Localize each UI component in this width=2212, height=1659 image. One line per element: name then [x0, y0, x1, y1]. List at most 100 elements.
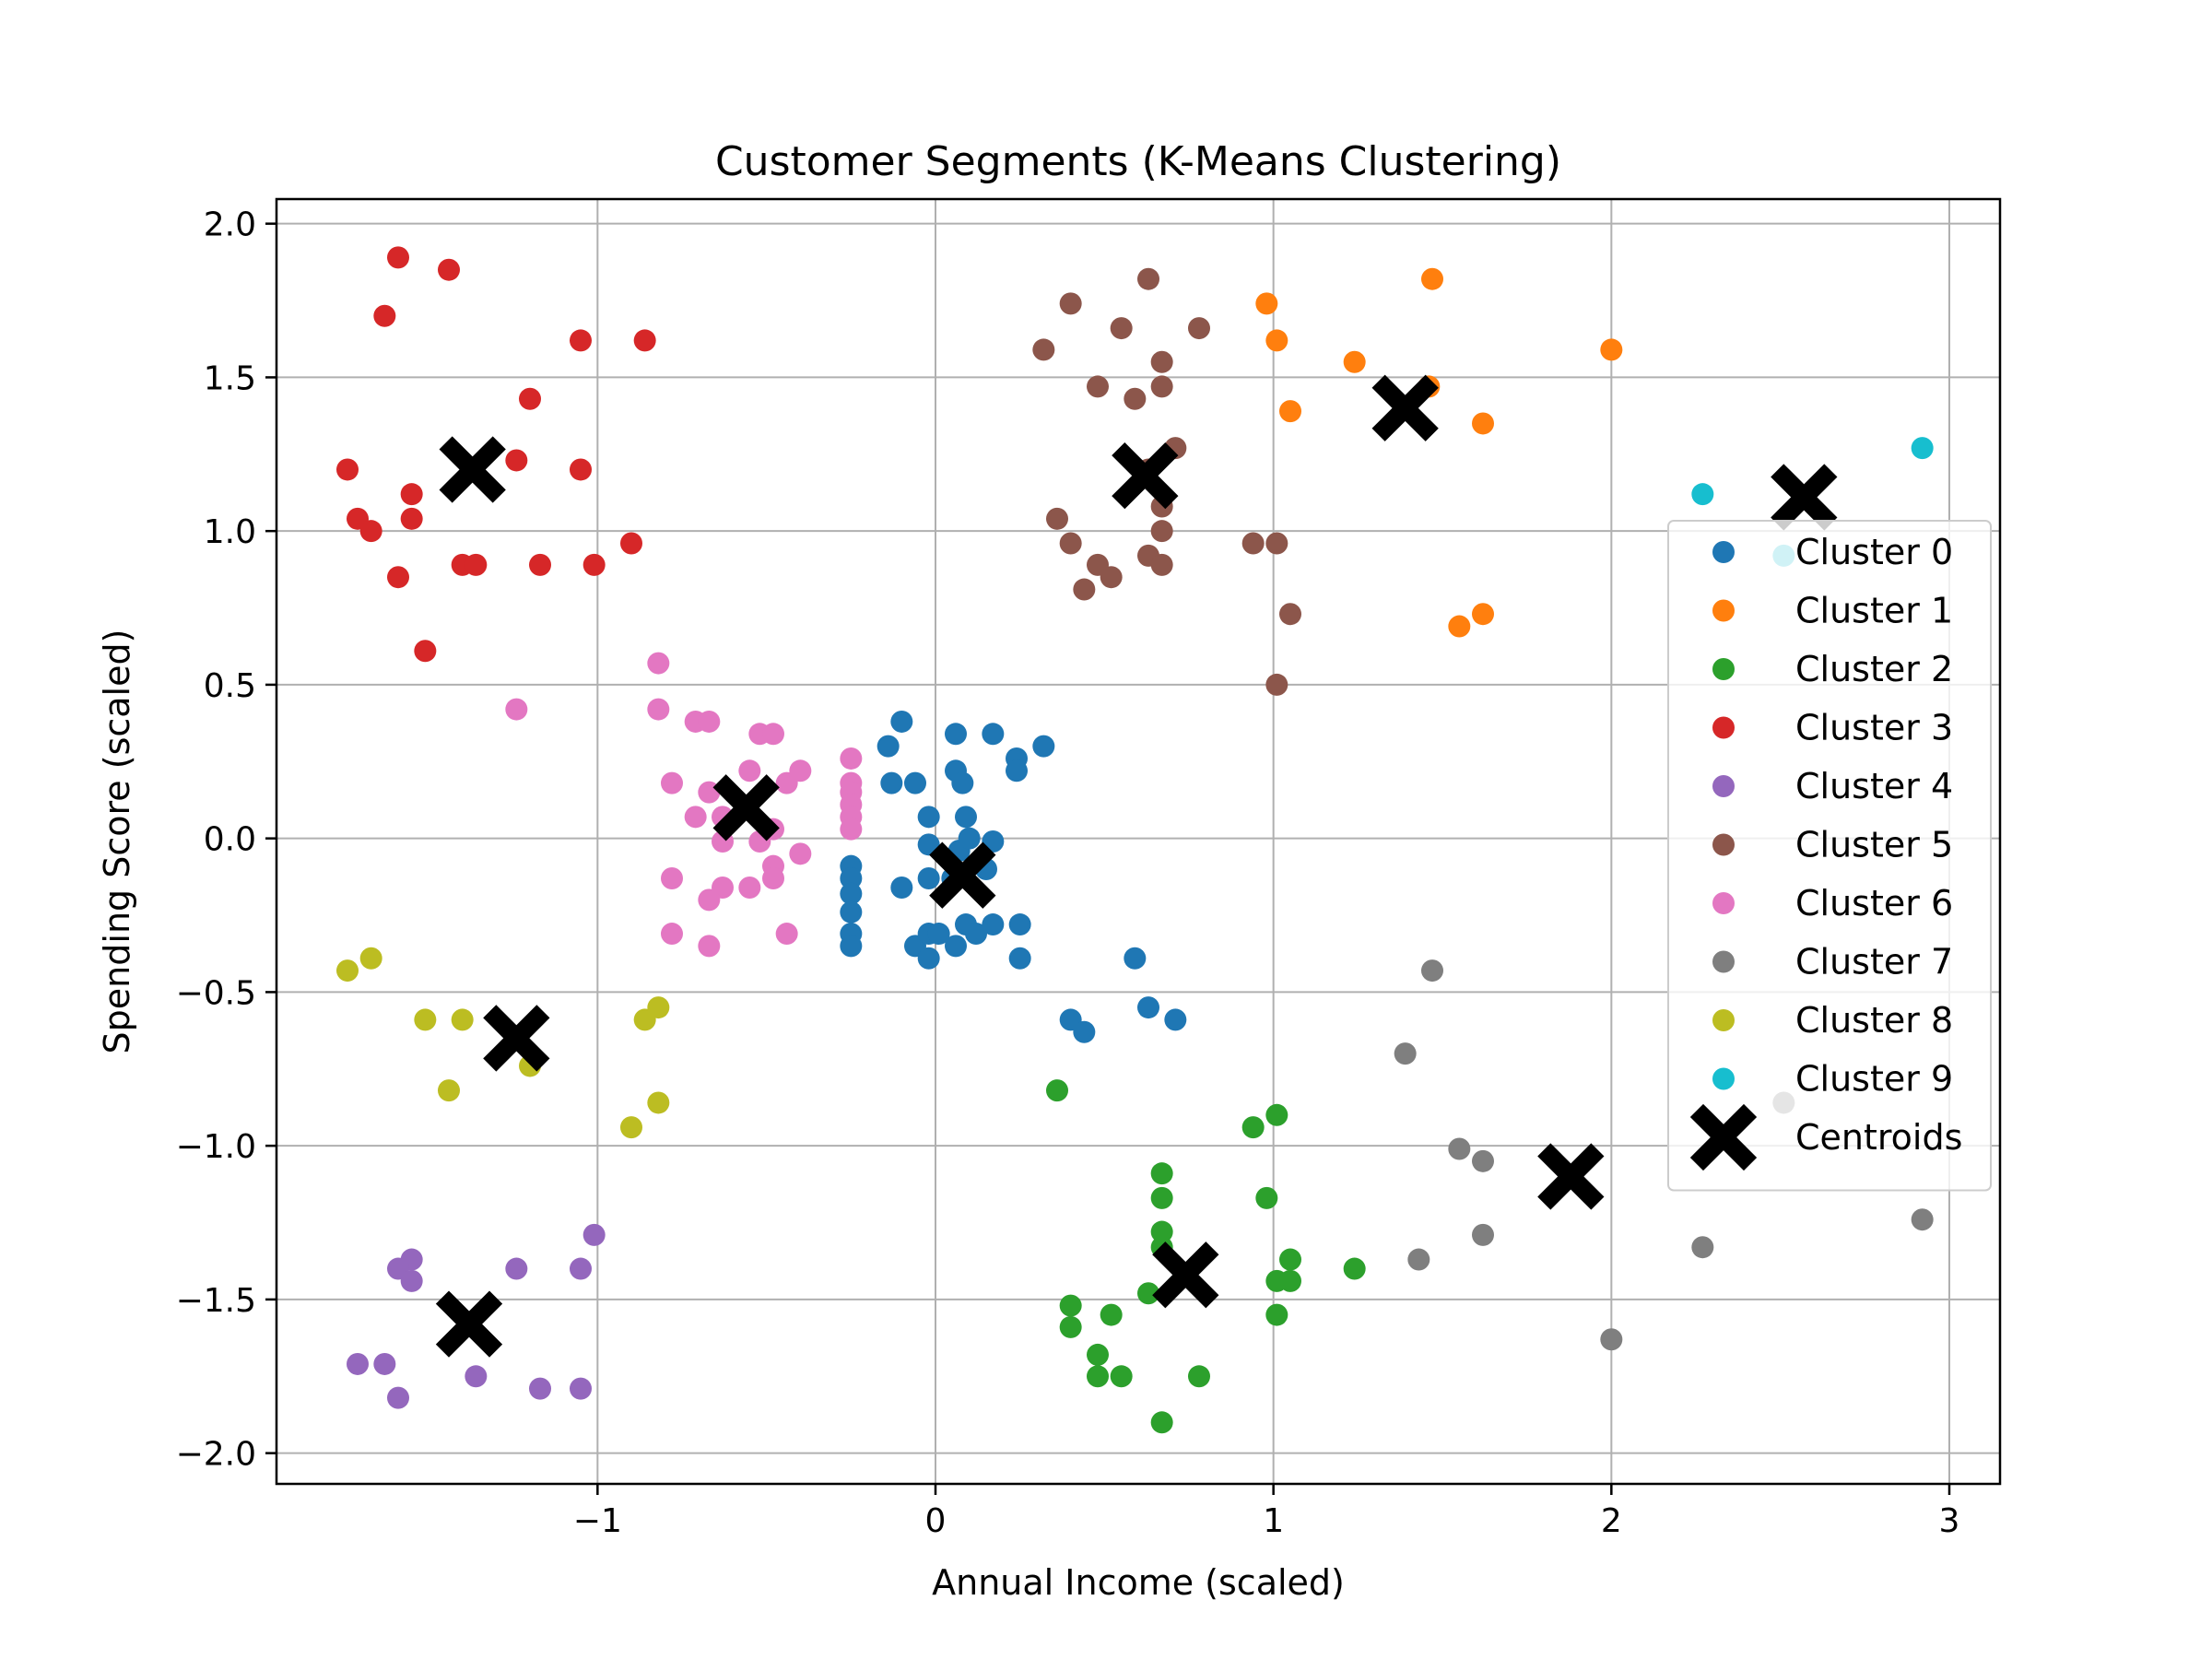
legend-label: Cluster 4	[1795, 766, 1953, 806]
cluster-0-point	[890, 710, 913, 733]
legend-marker	[1712, 833, 1735, 856]
cluster-0-point	[840, 900, 863, 924]
cluster-3-point	[620, 532, 642, 555]
cluster-3-point	[400, 507, 423, 530]
cluster-8-point	[647, 1091, 670, 1114]
points-layer	[336, 246, 1934, 1434]
cluster-6-point	[661, 923, 683, 946]
legend-label: Cluster 5	[1795, 825, 1953, 865]
cluster-3-point	[519, 387, 541, 410]
cluster-7-point	[1472, 1149, 1494, 1172]
cluster-0-point	[1137, 996, 1159, 1019]
cluster-5-point	[1241, 532, 1265, 555]
cluster-0-point	[1008, 913, 1031, 936]
cluster-9-point	[1691, 483, 1714, 506]
cluster-6-point	[762, 867, 784, 890]
cluster-5-point	[1100, 566, 1123, 589]
cluster-6-point	[505, 698, 528, 721]
cluster-0-point	[917, 947, 940, 970]
centroid-marker	[712, 774, 780, 841]
cluster-1-point	[1265, 329, 1288, 352]
cluster-1-point	[1255, 292, 1278, 315]
cluster-0-point	[840, 935, 863, 958]
cluster-0-point	[982, 913, 1005, 936]
chart-title: Customer Segments (K-Means Clustering)	[715, 138, 1561, 185]
cluster-6-point	[698, 935, 721, 958]
cluster-5-point	[1087, 375, 1109, 398]
y-tick-label: 1.5	[204, 359, 256, 397]
legend-centroid-marker	[1689, 1103, 1758, 1171]
legend-label: Cluster 0	[1795, 532, 1953, 572]
cluster-4-point	[582, 1223, 606, 1246]
cluster-5-point	[1137, 267, 1159, 290]
cluster-2-point	[1188, 1365, 1210, 1388]
centroid-marker	[1371, 374, 1439, 441]
legend-marker	[1712, 541, 1735, 563]
cluster-0-point	[880, 771, 903, 794]
cluster-0-point	[904, 771, 926, 794]
cluster-2-point	[1150, 1186, 1173, 1209]
cluster-2-point	[1137, 1282, 1159, 1305]
x-tick-label: 2	[1601, 1502, 1622, 1540]
y-tick-label: 1.0	[204, 513, 256, 551]
x-tick-label: 3	[1939, 1502, 1960, 1540]
cluster-6-point	[738, 759, 761, 782]
cluster-2-point	[1265, 1103, 1288, 1126]
cluster-1-point	[1421, 267, 1443, 290]
cluster-1-point	[1343, 350, 1366, 373]
cluster-1-point	[1472, 603, 1494, 626]
x-tick-label: 0	[925, 1502, 947, 1540]
cluster-0-point	[945, 935, 967, 958]
centroid-marker	[1537, 1143, 1605, 1210]
cluster-3-point	[570, 329, 592, 352]
cluster-8-point	[359, 947, 382, 970]
cluster-5-point	[1265, 532, 1288, 555]
x-tick-label: −1	[573, 1502, 622, 1540]
cluster-3-point	[414, 640, 437, 663]
cluster-4-point	[387, 1386, 409, 1409]
cluster-0-point	[1164, 1008, 1187, 1031]
cluster-6-point	[840, 818, 863, 841]
legend-label: Cluster 7	[1795, 942, 1953, 982]
cluster-3-point	[465, 553, 488, 576]
centroid-layer	[435, 374, 1838, 1358]
cluster-7-point	[1600, 1328, 1623, 1351]
cluster-5-point	[1073, 578, 1096, 601]
legend-label: Cluster 3	[1795, 708, 1953, 748]
cluster-7-point	[1448, 1137, 1471, 1160]
cluster-8-point	[336, 959, 359, 982]
cluster-6-point	[661, 771, 683, 794]
cluster-5-point	[1279, 603, 1301, 626]
y-tick-label: 2.0	[204, 206, 256, 244]
cluster-4-point	[529, 1377, 551, 1400]
cluster-2-point	[1265, 1303, 1288, 1326]
cluster-5-point	[1110, 317, 1133, 340]
cluster-7-point	[1691, 1236, 1714, 1259]
centroid-marker	[1152, 1241, 1219, 1309]
cluster-0-point	[1032, 735, 1055, 758]
cluster-0-point	[945, 723, 967, 746]
legend-marker	[1712, 716, 1735, 739]
cluster-1-point	[1600, 338, 1623, 361]
cluster-4-point	[465, 1365, 488, 1388]
cluster-6-point	[698, 888, 721, 912]
plot-frame	[275, 197, 2002, 1486]
cluster-5-point	[1046, 507, 1068, 530]
cluster-3-point	[633, 329, 656, 352]
cluster-2-point	[1150, 1162, 1173, 1185]
cluster-0-point	[927, 923, 950, 946]
cluster-6-point	[789, 842, 812, 865]
centroid-marker	[1771, 464, 1838, 531]
cluster-3-point	[387, 566, 409, 589]
cluster-2-point	[1100, 1303, 1123, 1326]
cluster-0-point	[917, 806, 940, 829]
cluster-2-point	[1046, 1079, 1068, 1102]
cluster-0-point	[1008, 947, 1031, 970]
cluster-8-point	[414, 1008, 437, 1031]
cluster-3-point	[373, 304, 396, 327]
legend-label: Cluster 8	[1795, 1000, 1953, 1041]
cluster-4-point	[347, 1352, 369, 1375]
cluster-0-point	[951, 771, 974, 794]
cluster-7-point	[1394, 1042, 1417, 1065]
